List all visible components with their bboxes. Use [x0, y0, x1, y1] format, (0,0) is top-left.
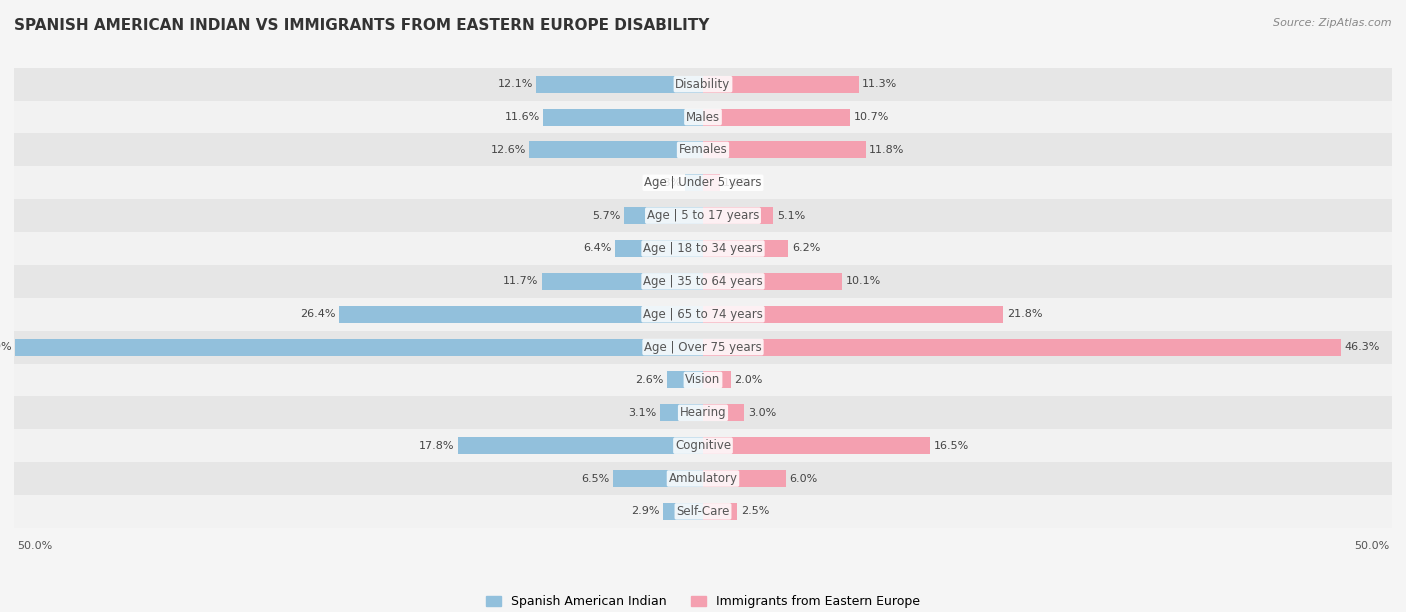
Text: 49.9%: 49.9%	[0, 342, 13, 352]
Bar	[703, 174, 720, 192]
Bar	[14, 265, 1392, 298]
Bar	[339, 305, 703, 323]
Bar	[14, 298, 1392, 330]
Bar	[668, 371, 703, 389]
Bar	[703, 470, 786, 487]
Text: 6.5%: 6.5%	[582, 474, 610, 483]
Bar	[614, 240, 703, 257]
Text: Males: Males	[686, 111, 720, 124]
Text: 11.7%: 11.7%	[503, 277, 538, 286]
Bar	[703, 371, 731, 389]
Text: Ambulatory: Ambulatory	[668, 472, 738, 485]
Text: 11.6%: 11.6%	[505, 112, 540, 122]
Bar	[14, 429, 1392, 462]
Text: Cognitive: Cognitive	[675, 439, 731, 452]
Text: Age | 5 to 17 years: Age | 5 to 17 years	[647, 209, 759, 222]
Bar	[703, 207, 773, 224]
Text: 2.0%: 2.0%	[734, 375, 762, 385]
Text: 6.4%: 6.4%	[583, 244, 612, 253]
Bar	[703, 405, 744, 421]
Bar	[14, 495, 1392, 528]
Text: 6.0%: 6.0%	[789, 474, 817, 483]
Text: Source: ZipAtlas.com: Source: ZipAtlas.com	[1274, 18, 1392, 28]
Bar	[543, 108, 703, 125]
Text: Age | Under 5 years: Age | Under 5 years	[644, 176, 762, 189]
Text: SPANISH AMERICAN INDIAN VS IMMIGRANTS FROM EASTERN EUROPE DISABILITY: SPANISH AMERICAN INDIAN VS IMMIGRANTS FR…	[14, 18, 710, 34]
Text: 2.9%: 2.9%	[631, 506, 659, 517]
Text: 5.1%: 5.1%	[776, 211, 806, 221]
Bar	[661, 405, 703, 421]
Text: 46.3%: 46.3%	[1344, 342, 1379, 352]
Text: Females: Females	[679, 143, 727, 157]
Text: Age | Over 75 years: Age | Over 75 years	[644, 340, 762, 354]
Bar	[703, 141, 866, 159]
Bar	[703, 338, 1341, 356]
Text: 1.3%: 1.3%	[654, 177, 682, 188]
Bar	[624, 207, 703, 224]
Bar	[703, 305, 1004, 323]
Bar	[541, 273, 703, 290]
Bar	[14, 133, 1392, 166]
Bar	[703, 437, 931, 454]
Bar	[536, 76, 703, 93]
Text: 1.2%: 1.2%	[723, 177, 751, 188]
Text: 50.0%: 50.0%	[17, 541, 52, 551]
Text: 2.6%: 2.6%	[636, 375, 664, 385]
Text: 5.7%: 5.7%	[593, 211, 621, 221]
Text: Vision: Vision	[685, 373, 721, 386]
Text: 3.0%: 3.0%	[748, 408, 776, 418]
Text: 11.3%: 11.3%	[862, 79, 897, 89]
Text: 10.7%: 10.7%	[853, 112, 889, 122]
Bar	[14, 364, 1392, 397]
Bar	[14, 100, 1392, 133]
Bar	[613, 470, 703, 487]
Bar	[14, 166, 1392, 200]
Text: 2.5%: 2.5%	[741, 506, 769, 517]
Text: 16.5%: 16.5%	[934, 441, 969, 450]
Text: 50.0%: 50.0%	[1354, 541, 1389, 551]
Text: Hearing: Hearing	[679, 406, 727, 419]
Text: Disability: Disability	[675, 78, 731, 91]
Bar	[685, 174, 703, 192]
Text: 11.8%: 11.8%	[869, 145, 904, 155]
Bar	[14, 330, 1392, 364]
Bar	[664, 503, 703, 520]
Bar	[14, 200, 1392, 232]
Bar	[14, 397, 1392, 429]
Text: 26.4%: 26.4%	[301, 309, 336, 319]
Bar	[15, 338, 703, 356]
Text: 12.6%: 12.6%	[491, 145, 526, 155]
Bar	[530, 141, 703, 159]
Bar	[14, 462, 1392, 495]
Bar	[703, 273, 842, 290]
Bar	[703, 240, 789, 257]
Text: 12.1%: 12.1%	[498, 79, 533, 89]
Bar	[14, 232, 1392, 265]
Text: 3.1%: 3.1%	[628, 408, 657, 418]
Bar	[703, 108, 851, 125]
Text: Age | 18 to 34 years: Age | 18 to 34 years	[643, 242, 763, 255]
Text: Age | 65 to 74 years: Age | 65 to 74 years	[643, 308, 763, 321]
Text: 21.8%: 21.8%	[1007, 309, 1042, 319]
Bar	[703, 503, 738, 520]
Bar	[14, 68, 1392, 100]
Legend: Spanish American Indian, Immigrants from Eastern Europe: Spanish American Indian, Immigrants from…	[485, 595, 921, 608]
Text: Age | 35 to 64 years: Age | 35 to 64 years	[643, 275, 763, 288]
Text: 17.8%: 17.8%	[419, 441, 454, 450]
Bar	[703, 76, 859, 93]
Text: Self-Care: Self-Care	[676, 505, 730, 518]
Text: 6.2%: 6.2%	[792, 244, 820, 253]
Text: 10.1%: 10.1%	[845, 277, 882, 286]
Bar	[458, 437, 703, 454]
